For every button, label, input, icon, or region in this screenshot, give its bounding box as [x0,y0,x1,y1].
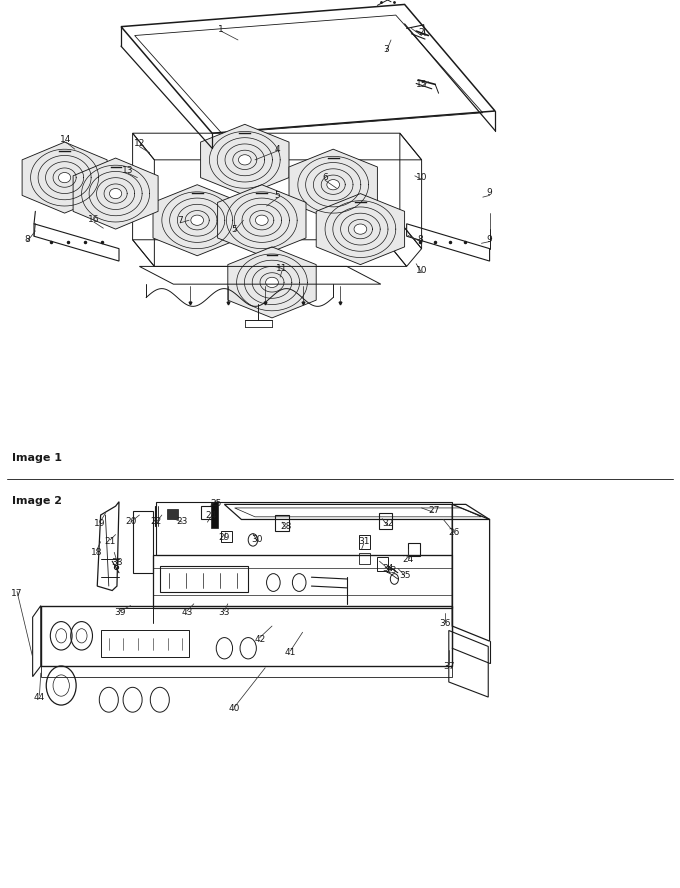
Text: 1: 1 [218,25,224,34]
Text: 13: 13 [122,166,133,175]
Ellipse shape [327,179,339,190]
Text: 3: 3 [384,45,389,54]
Bar [160,566,248,592]
Text: 15: 15 [416,80,427,89]
Bar [221,531,232,542]
Bar [377,557,388,571]
Text: 27: 27 [428,506,439,515]
Text: 24: 24 [403,555,413,564]
Ellipse shape [191,215,203,226]
Text: 12: 12 [134,139,145,148]
Text: 24: 24 [205,511,216,519]
Text: 9: 9 [487,188,492,197]
Ellipse shape [256,215,268,226]
Text: 8: 8 [418,235,423,244]
Text: 21: 21 [105,537,116,546]
Text: 18: 18 [91,548,102,557]
Text: 11: 11 [277,264,288,273]
Text: 39: 39 [115,608,126,617]
Text: 41: 41 [285,648,296,657]
Ellipse shape [58,172,71,183]
Polygon shape [289,149,377,220]
Polygon shape [201,124,289,195]
Text: 20: 20 [125,517,136,526]
Ellipse shape [354,224,367,234]
Text: 31: 31 [358,537,369,546]
Text: 7: 7 [177,216,183,225]
Bar [275,515,289,531]
Text: 28: 28 [280,522,291,531]
Text: 5: 5 [232,225,237,234]
Text: 30: 30 [252,535,262,543]
Text: 29: 29 [219,533,230,542]
Polygon shape [228,247,316,318]
Text: 16: 16 [88,215,99,224]
Polygon shape [153,185,241,256]
Text: 40: 40 [229,704,240,713]
Text: Image 2: Image 2 [12,496,63,506]
Ellipse shape [109,188,122,199]
Bar [167,509,178,519]
Bar [211,502,218,528]
Bar [379,513,392,529]
Polygon shape [22,142,107,213]
Text: 43: 43 [182,608,192,617]
Text: 2: 2 [419,28,424,37]
Polygon shape [73,158,158,229]
Text: 10: 10 [416,173,427,182]
Text: 23: 23 [386,566,396,575]
Text: 14: 14 [61,135,71,144]
Text: 22: 22 [151,517,162,526]
Text: 33: 33 [219,608,230,617]
Text: 32: 32 [382,519,393,528]
Text: 9: 9 [487,235,492,244]
Text: 6: 6 [322,173,328,182]
Text: 37: 37 [443,662,454,670]
Bar [359,553,370,564]
Text: 42: 42 [254,635,265,644]
Text: 4: 4 [275,145,280,154]
Text: 34: 34 [382,564,393,573]
Text: 38: 38 [112,558,122,567]
Bar [359,535,370,549]
Text: 35: 35 [399,571,410,580]
Polygon shape [218,185,306,256]
Text: 17: 17 [12,589,22,598]
Text: 23: 23 [177,517,188,526]
Ellipse shape [239,155,251,165]
Bar [408,543,420,556]
Bar [101,630,189,657]
Text: 19: 19 [95,519,105,528]
Text: 26: 26 [449,528,460,537]
Text: 36: 36 [440,619,451,628]
Text: 5: 5 [275,191,280,200]
Text: 44: 44 [34,693,45,702]
Text: 25: 25 [211,499,222,508]
Ellipse shape [266,277,278,288]
Text: Image 1: Image 1 [12,453,63,463]
Text: 10: 10 [416,266,427,275]
Text: 8: 8 [24,235,30,244]
Bar [201,506,213,519]
Polygon shape [316,194,405,265]
